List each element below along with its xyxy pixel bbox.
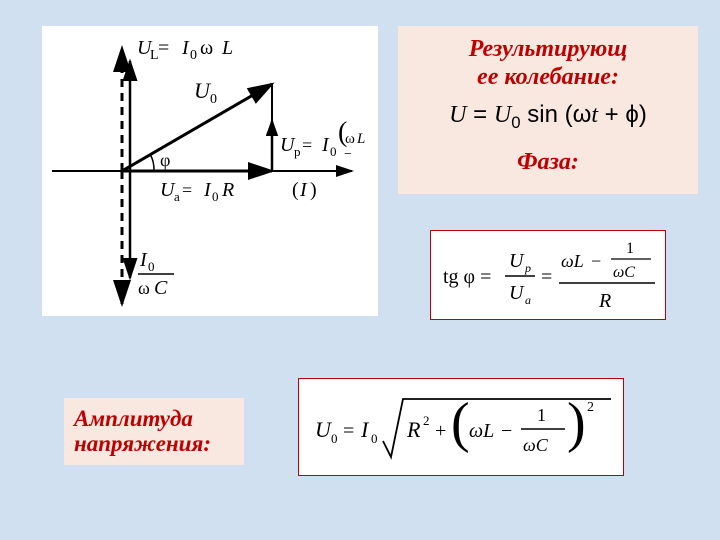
svg-text:C: C xyxy=(154,277,168,299)
svg-text:ωL: ωL xyxy=(561,251,584,271)
svg-text:I: I xyxy=(139,249,148,271)
svg-text:(: ( xyxy=(292,179,299,201)
svg-text:=: = xyxy=(182,180,192,200)
svg-text:=: = xyxy=(302,135,312,155)
svg-text:L: L xyxy=(356,131,365,147)
svg-text:=: = xyxy=(541,266,552,288)
svg-text:(: ( xyxy=(451,392,470,454)
svg-text:−: − xyxy=(591,251,601,271)
svg-text:0: 0 xyxy=(148,259,155,274)
amplitude-formula-box: U 0 = I 0 R 2 + ( ωL − 1 ωC ) 2 xyxy=(298,378,624,476)
svg-text:I: I xyxy=(299,179,308,201)
svg-text:a: a xyxy=(525,293,531,307)
svg-text:ω: ω xyxy=(138,278,150,298)
svg-text:0: 0 xyxy=(212,189,219,204)
svg-text:I: I xyxy=(203,179,212,201)
svg-text:0: 0 xyxy=(190,48,197,63)
svg-text:a: a xyxy=(174,189,180,204)
svg-text:p: p xyxy=(294,144,301,159)
svg-text:1: 1 xyxy=(626,240,634,257)
svg-text:p: p xyxy=(524,261,531,275)
svg-text:U: U xyxy=(509,282,525,304)
svg-text:0: 0 xyxy=(371,431,378,446)
phasor-svg: U L = I 0 ω L U 0 U p = I 0 ( ω L − φ U … xyxy=(42,26,378,316)
svg-text:φ: φ xyxy=(160,150,170,170)
svg-text:L: L xyxy=(221,37,233,59)
svg-text:I: I xyxy=(360,417,370,442)
svg-text:R: R xyxy=(406,417,421,442)
svg-text:2: 2 xyxy=(423,413,430,428)
svg-text:ωC: ωC xyxy=(613,264,635,281)
amp-l1: Амплитуда xyxy=(74,406,193,431)
equation-u: U = U0 sin (ωt + ϕ) xyxy=(406,101,690,133)
amp-l2: напряжения: xyxy=(74,431,211,456)
tan-formula-box: tg φ = U p U a = ωL − 1 ωC R xyxy=(430,230,666,320)
svg-text:ω: ω xyxy=(200,37,213,59)
phase-label: Фаза: xyxy=(406,149,690,176)
svg-text:+: + xyxy=(435,420,446,442)
phasor-diagram: U L = I 0 ω L U 0 U p = I 0 ( ω L − φ U … xyxy=(42,26,378,316)
svg-text:−: − xyxy=(501,420,512,442)
svg-text:ω: ω xyxy=(345,131,355,147)
result-title: Результирующ ее колебание: xyxy=(406,36,690,91)
title-l2: ее колебание: xyxy=(477,64,619,90)
svg-text:ωL: ωL xyxy=(469,420,494,442)
svg-text:=: = xyxy=(343,420,354,442)
svg-text:tg φ =: tg φ = xyxy=(443,266,491,288)
svg-text:0: 0 xyxy=(331,431,338,446)
svg-text:1: 1 xyxy=(537,405,546,425)
svg-text:=: = xyxy=(158,37,169,59)
svg-text:0: 0 xyxy=(330,144,337,159)
svg-text:U: U xyxy=(509,250,525,272)
svg-text:): ) xyxy=(310,179,317,201)
svg-text:R: R xyxy=(221,179,234,201)
svg-text:ωC: ωC xyxy=(523,435,549,455)
svg-text:−: − xyxy=(344,147,352,162)
svg-text:): ) xyxy=(567,392,586,454)
svg-text:I: I xyxy=(321,134,330,156)
svg-text:0: 0 xyxy=(210,92,217,107)
amplitude-label-box: Амплитуда напряжения: xyxy=(64,398,244,465)
title-l1: Результирующ xyxy=(469,36,627,62)
amplitude-formula-svg: U 0 = I 0 R 2 + ( ωL − 1 ωC ) 2 xyxy=(299,379,625,477)
amplitude-label: Амплитуда напряжения: xyxy=(74,406,234,457)
tan-formula-svg: tg φ = U p U a = ωL − 1 ωC R xyxy=(431,231,667,321)
svg-text:I: I xyxy=(181,37,190,59)
svg-text:R: R xyxy=(598,290,611,312)
result-panel: Результирующ ее колебание: U = U0 sin (ω… xyxy=(398,26,698,194)
svg-text:2: 2 xyxy=(587,400,594,415)
